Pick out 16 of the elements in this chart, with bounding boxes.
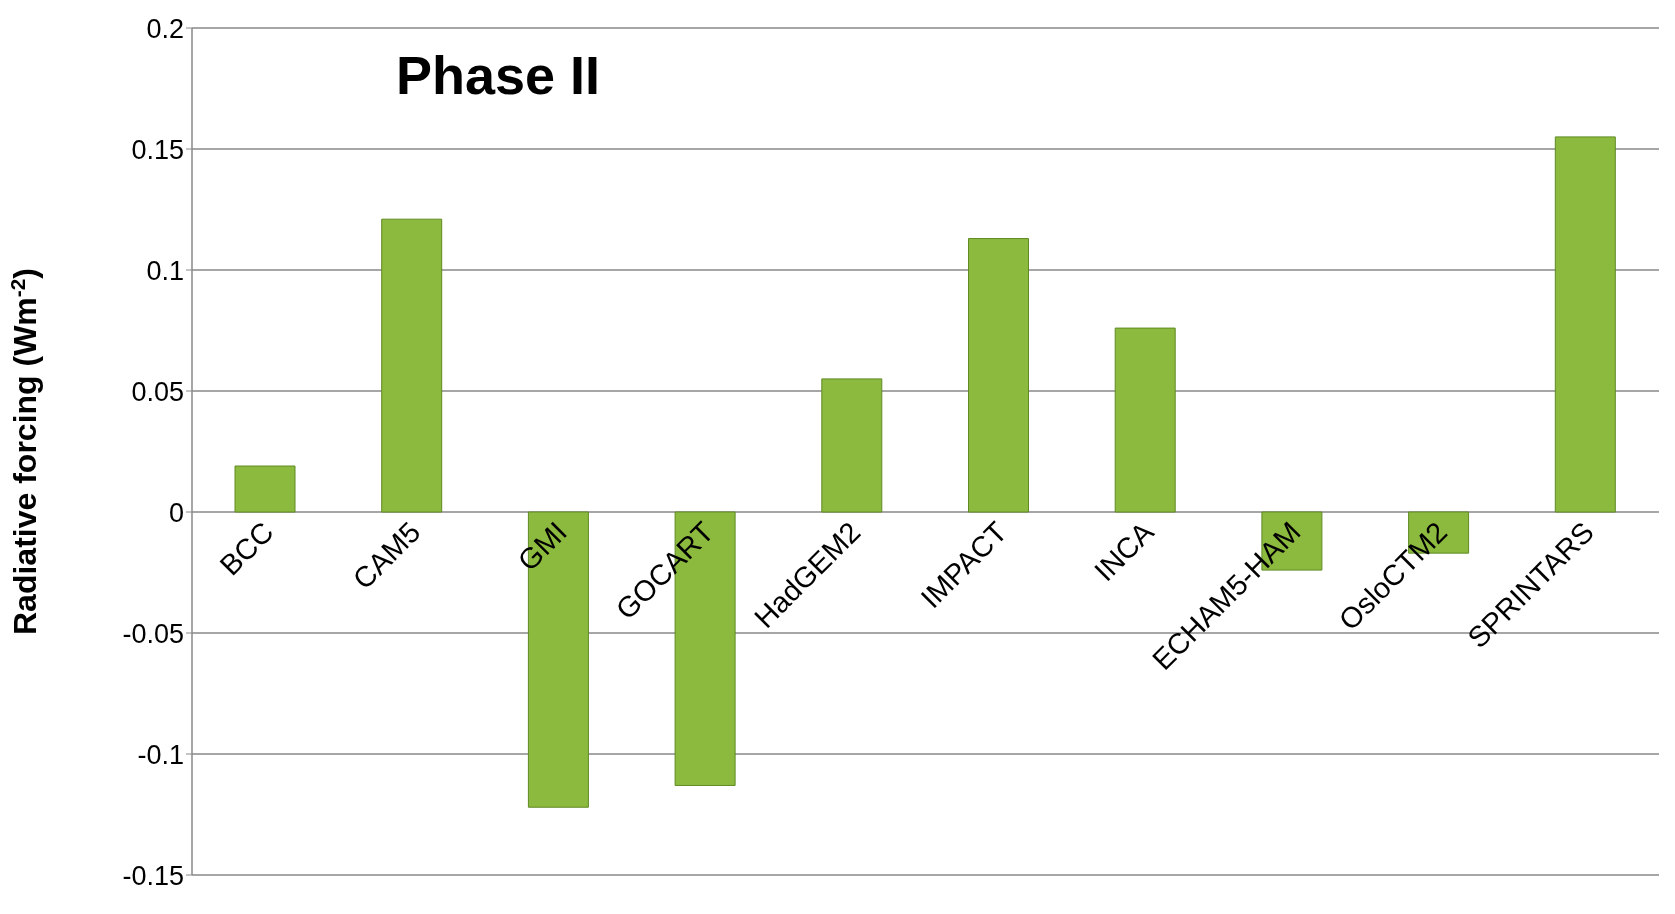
y-tick-label: 0.1 xyxy=(146,255,184,286)
y-tick-label: -0.15 xyxy=(122,860,184,891)
y-tick-label: 0 xyxy=(168,497,184,528)
bar xyxy=(1114,327,1176,513)
chart-title: Phase II xyxy=(396,44,601,106)
bar xyxy=(381,218,443,513)
bar xyxy=(821,378,883,513)
y-tick-label: 0.05 xyxy=(131,376,184,407)
y-tick-label: -0.05 xyxy=(122,618,184,649)
y-tick-label: -0.1 xyxy=(137,739,184,770)
bar xyxy=(234,465,296,513)
y-tick-label: 0.2 xyxy=(146,13,184,44)
bar xyxy=(1554,136,1616,513)
x-tick-label: GMI xyxy=(511,515,573,577)
y-tick-label: 0.15 xyxy=(131,134,184,165)
bar xyxy=(968,238,1029,513)
